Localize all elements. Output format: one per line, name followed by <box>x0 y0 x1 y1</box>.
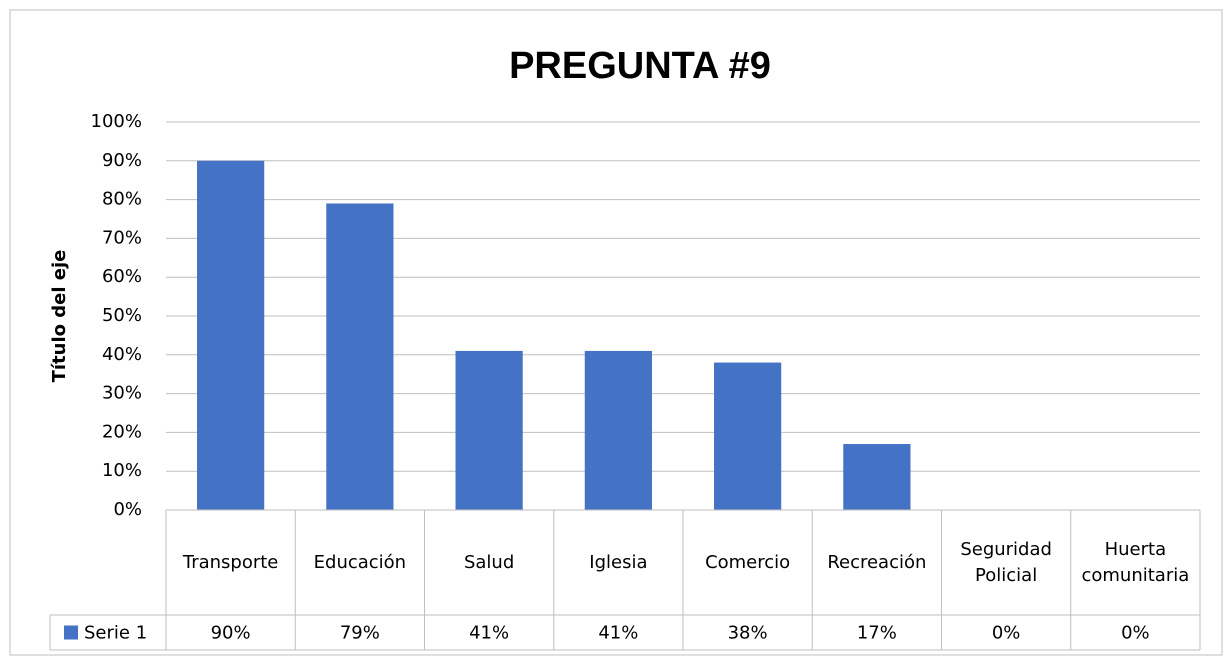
y-tick-label: 60% <box>102 266 142 287</box>
y-tick-label: 70% <box>102 227 142 248</box>
y-tick-label: 40% <box>102 344 142 365</box>
y-tick-label: 10% <box>102 460 142 481</box>
x-tick-label: Educación <box>313 551 407 573</box>
data-table-value: 79% <box>340 623 380 644</box>
data-table-value: 41% <box>469 623 509 644</box>
legend-label: Serie 1 <box>84 623 147 644</box>
y-tick-label: 30% <box>102 383 142 404</box>
x-tick-label: Recreación <box>827 551 927 573</box>
y-axis-title: Título del eje <box>49 250 70 383</box>
x-tick-label: Salud <box>463 551 515 573</box>
y-tick-label: 80% <box>102 189 142 210</box>
x-tick-label: Iglesia <box>589 551 648 573</box>
x-tick-label: Huerta comunitaria <box>1081 538 1190 586</box>
data-table-value: 90% <box>211 623 251 644</box>
x-tick-label: Seguridad Policial <box>960 538 1052 586</box>
y-tick-label: 100% <box>91 111 142 132</box>
data-table-value: 0% <box>992 623 1021 644</box>
x-tick-label: Transporte <box>182 551 279 573</box>
x-tick-label: Comercio <box>705 551 791 573</box>
data-table-value: 17% <box>857 623 897 644</box>
bar <box>843 444 911 510</box>
bar <box>197 160 265 511</box>
data-table-value: 38% <box>728 623 768 644</box>
bar <box>326 203 394 511</box>
bar <box>584 350 652 510</box>
bar <box>714 362 782 510</box>
y-tick-label: 90% <box>102 150 142 171</box>
y-tick-label: 50% <box>102 305 142 326</box>
y-tick-label: 20% <box>102 421 142 442</box>
data-table-value: 41% <box>598 623 638 644</box>
data-table-value: 0% <box>1121 623 1150 644</box>
legend-key <box>64 625 78 640</box>
bar <box>455 350 523 510</box>
chart-title: PREGUNTA #9 <box>509 45 771 87</box>
y-tick-label: 0% <box>113 499 142 520</box>
